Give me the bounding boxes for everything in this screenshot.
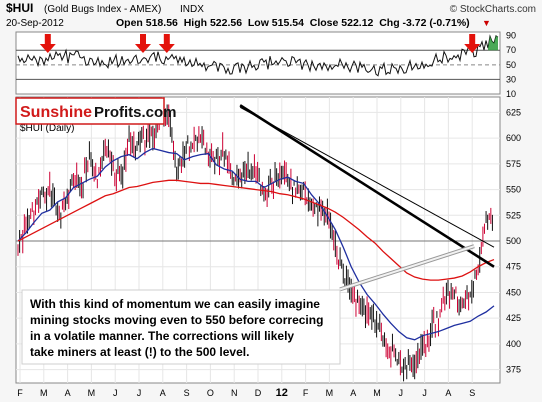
x-tick-label: J [113,388,118,398]
x-tick-label: M [326,388,334,398]
y-tick-label: 425 [506,313,521,323]
annotation-box [21,289,341,365]
exchange-label: INDX [180,4,204,15]
x-tick-label: S [469,388,475,398]
x-tick-label: O [207,388,214,398]
y-tick-label: 500 [506,236,521,246]
red-arrow-shaft [163,34,170,44]
chg-down-icon: ▼ [482,18,491,28]
x-tick-label: J [399,388,404,398]
y-tick-label: 375 [506,365,521,375]
annotation-line-2: mining stocks moving even to 550 before … [30,313,323,327]
y-tick-label: 450 [506,287,521,297]
copyright-label: © StockCharts.com [450,4,536,15]
red-arrow-down-icon [39,44,56,53]
symbol-label: $HUI [6,1,33,15]
y-tick-label: 600 [506,133,521,143]
rsi-layer: 10 30 50 70 90 [16,31,516,99]
x-tick-label: M [373,388,381,398]
x-tick-label: 12 [276,387,288,399]
red-arrow-shaft [140,34,146,44]
rsi-overbought-fill [488,35,498,51]
x-tick-label: S [184,388,190,398]
y-tick-label: 400 [506,339,521,349]
rsi-y-tick-label: 90 [506,31,516,41]
red-arrow-down-icon [464,44,481,53]
red-arrow-shaft [44,34,51,44]
red-arrow-shaft [469,34,476,44]
index-name: (Gold Bugs Index - AMEX) [44,4,161,15]
x-tick-label: D [255,388,262,398]
y-tick-label: 475 [506,262,521,272]
y-tick-label: 550 [506,185,521,195]
y-tick-label: 575 [506,159,521,169]
x-tick-label: F [303,388,309,398]
x-tick-label: A [445,388,451,398]
price-panel-title: $HUI (Daily) [20,123,74,134]
x-tick-label: A [160,388,166,398]
annotation-line-1: With this kind of momentum we can easily… [30,297,320,311]
x-tick-label: M [88,388,96,398]
ma-red-line [17,179,495,281]
brand-sunshine: Sunshine [20,104,92,121]
ohlc-label: Open 518.56 High 522.56 Low 515.54 Close… [116,17,470,29]
x-tick-label: F [17,388,23,398]
rsi-line [17,34,499,77]
y-tick-label: 625 [506,107,521,117]
x-tick-label: N [231,388,238,398]
y-tick-label: 525 [506,210,521,220]
trendline-thick [239,104,495,268]
brand-profits: Profits.com [94,104,177,121]
trendline-thin [239,106,495,248]
x-tick-label: J [422,388,427,398]
rsi-y-tick-label: 10 [506,89,516,99]
x-tick-label: A [350,388,356,398]
x-tick-label: A [65,388,71,398]
rsi-y-tick-label: 70 [506,45,516,55]
rsi-panel [15,31,501,95]
x-tick-label: M [40,388,48,398]
annotation-line-3: in a volatile manner. The corrections wi… [30,329,294,343]
rsi-y-tick-label: 50 [506,60,516,70]
x-tick-label: J [137,388,142,398]
red-arrow-down-icon [158,44,175,53]
annotation-pointer-inner [339,245,475,291]
red-arrow-down-icon [135,44,151,53]
rsi-y-tick-label: 30 [506,74,516,84]
ma-blue-line [17,147,495,341]
price-layer: F M A M J J A S O N D 12 F M A M J J A S 375 400 425 450 475 500 5… [16,97,521,399]
date-label: 20-Sep-2012 [6,18,64,29]
brand-box [15,97,165,125]
annotation-line-4: take miners at least (!) to the 500 leve… [30,345,249,359]
